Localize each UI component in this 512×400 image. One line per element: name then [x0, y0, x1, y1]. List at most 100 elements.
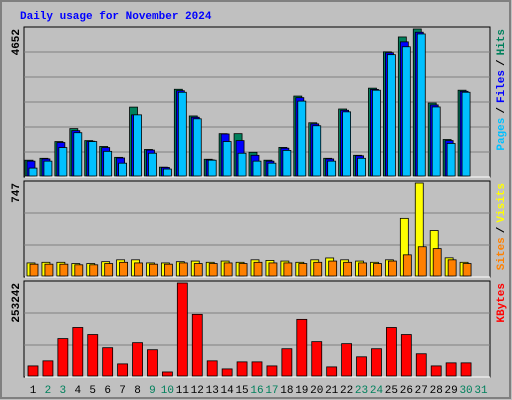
- x-tick-label: 7: [119, 385, 126, 397]
- bar: [283, 262, 293, 277]
- bar: [74, 264, 84, 277]
- chart-title: Daily usage for November 2024: [20, 11, 212, 23]
- bar: [208, 263, 218, 277]
- bar: [221, 368, 233, 377]
- legend-entry: Pages: [496, 118, 508, 151]
- y-tick-label: 253242: [11, 283, 23, 323]
- bar: [148, 152, 157, 177]
- y-tick-label: 747: [11, 183, 23, 203]
- bar: [237, 152, 247, 177]
- bar: [73, 132, 83, 177]
- bar: [328, 260, 338, 277]
- y-tick-label: 4652: [11, 29, 23, 55]
- x-tick-label: 31: [474, 385, 488, 397]
- bar: [342, 111, 352, 177]
- bar: [161, 371, 173, 377]
- bar: [149, 263, 158, 277]
- bar: [313, 261, 323, 277]
- x-tick-label: 25: [385, 385, 398, 397]
- bar: [326, 366, 338, 377]
- bar: [176, 282, 188, 377]
- bar: [461, 91, 471, 177]
- legend-separator: /: [496, 59, 508, 66]
- x-tick-label: 5: [89, 385, 96, 397]
- x-tick-label: 10: [161, 385, 174, 397]
- bar: [147, 349, 158, 377]
- bar: [134, 262, 143, 277]
- bar: [119, 261, 128, 277]
- x-tick-label: 16: [250, 385, 263, 397]
- bar: [44, 263, 54, 277]
- bar: [373, 263, 382, 277]
- bar: [281, 348, 293, 377]
- bar: [207, 159, 217, 177]
- bar: [282, 150, 292, 177]
- bar: [386, 54, 396, 177]
- x-tick-label: 11: [176, 385, 190, 397]
- x-tick-label: 6: [104, 385, 111, 397]
- bar: [132, 342, 143, 377]
- bar: [341, 343, 353, 377]
- bar: [117, 363, 128, 377]
- legend: Pages / Files / Hits: [496, 29, 508, 151]
- bar: [58, 147, 68, 177]
- bar: [29, 263, 39, 277]
- x-tick-label: 14: [221, 385, 235, 397]
- bar: [206, 360, 218, 377]
- bar: [238, 263, 248, 277]
- bar: [387, 260, 397, 277]
- legend: Sites / Visits: [496, 183, 508, 270]
- bar: [89, 264, 99, 277]
- x-tick-label: 1: [30, 385, 37, 397]
- bar: [401, 46, 411, 177]
- x-tick-label: 9: [149, 385, 156, 397]
- x-tick-label: 20: [310, 385, 323, 397]
- legend-entry: Sites: [496, 237, 508, 270]
- bar: [191, 313, 203, 377]
- bar: [312, 125, 322, 177]
- bar: [102, 347, 114, 377]
- bar: [430, 365, 442, 377]
- bar: [223, 262, 233, 277]
- bar: [87, 334, 99, 377]
- bar: [193, 263, 203, 277]
- bar: [222, 141, 232, 177]
- legend: KBytes: [496, 283, 508, 323]
- bar: [415, 353, 427, 377]
- bar: [446, 143, 456, 177]
- x-tick-label: 29: [445, 385, 458, 397]
- x-tick-label: 18: [280, 385, 293, 397]
- x-tick-label: 22: [340, 385, 353, 397]
- bar: [311, 341, 323, 377]
- x-tick-label: 12: [191, 385, 204, 397]
- bar: [267, 162, 277, 177]
- x-tick-label: 4: [74, 385, 81, 397]
- bar: [252, 160, 262, 177]
- bar: [357, 157, 366, 177]
- bar: [266, 365, 278, 377]
- bar: [251, 361, 263, 377]
- bar: [118, 162, 127, 177]
- bar: [416, 33, 426, 177]
- bar: [177, 91, 187, 177]
- bar: [192, 118, 202, 177]
- bar: [400, 334, 412, 377]
- bar: [43, 160, 53, 177]
- bar: [268, 262, 278, 277]
- bar: [462, 263, 472, 277]
- bar: [104, 263, 114, 277]
- bar: [431, 106, 441, 177]
- bar: [385, 327, 397, 377]
- bar: [343, 261, 353, 277]
- bar: [297, 100, 307, 177]
- legend-entry: KBytes: [496, 283, 508, 323]
- panel: [23, 280, 491, 378]
- bar: [417, 246, 427, 277]
- bar: [133, 114, 142, 177]
- bar: [447, 259, 457, 277]
- bar: [460, 362, 472, 377]
- bar: [27, 365, 39, 377]
- legend-entry: Visits: [496, 183, 508, 223]
- legend-separator: /: [496, 107, 508, 114]
